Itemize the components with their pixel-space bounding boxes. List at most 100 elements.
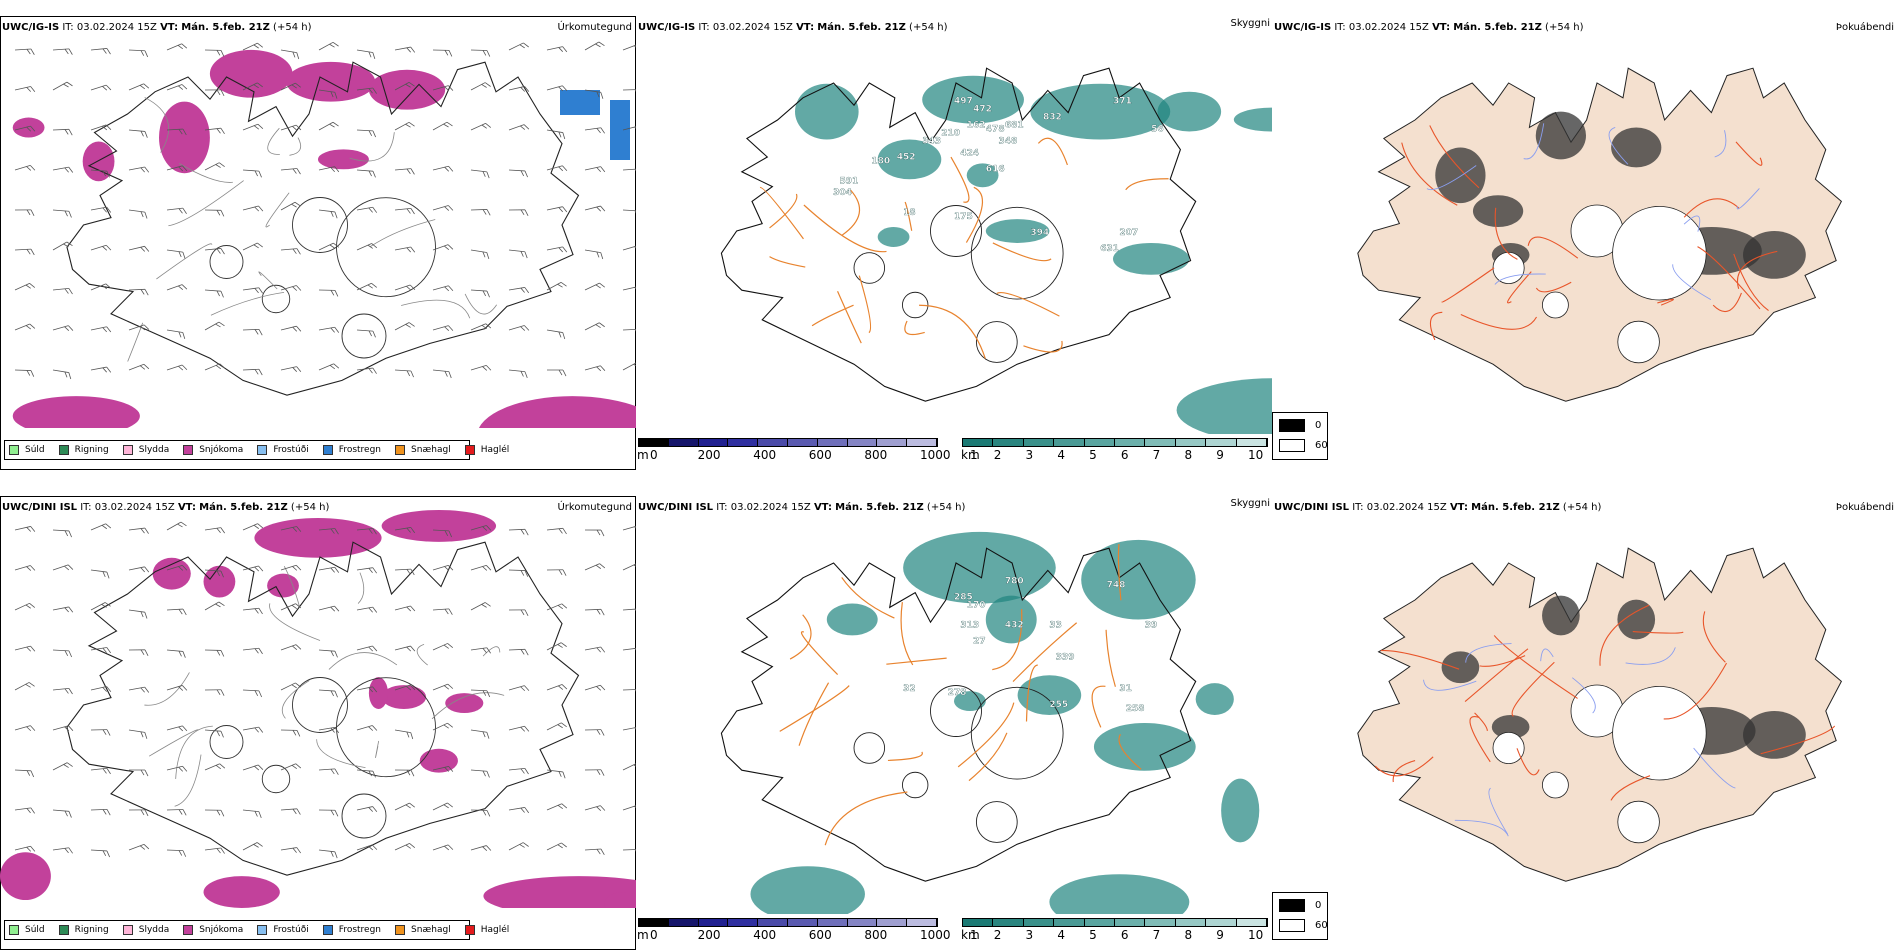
wind-barb: [508, 325, 530, 331]
wind-barb: [508, 725, 530, 732]
glacier-outline: [930, 205, 982, 257]
wind-barb: [242, 647, 263, 655]
road: [281, 680, 310, 719]
legend-item: Haglél: [464, 445, 509, 455]
wind-barb: [280, 729, 301, 737]
low-visibility-area: [877, 139, 942, 180]
wind-barb: [470, 365, 492, 371]
wind-barb: [546, 769, 566, 779]
colorbar-tick: 8: [1184, 448, 1193, 462]
legend-swatch: [9, 445, 19, 455]
wind-barb: [432, 325, 454, 332]
snow-area: [12, 396, 140, 428]
wind-barb: [318, 41, 339, 51]
road: [1599, 604, 1650, 666]
snow-area: [318, 149, 369, 170]
wind-barb: [242, 82, 263, 91]
visibility_bar-bar: [962, 438, 1268, 447]
wind-barb: [90, 849, 110, 858]
wind-barb: [356, 567, 377, 574]
wind-barb: [280, 808, 301, 815]
road: [1025, 664, 1038, 722]
visibility-value: 780: [1005, 577, 1024, 587]
river: [1693, 747, 1736, 789]
wind-barb: [508, 287, 530, 294]
wind-barb: [90, 169, 110, 178]
wind-barb: [14, 725, 36, 732]
colorbar-tick: 1: [970, 448, 978, 462]
wind-barb: [470, 602, 491, 611]
river: [1683, 215, 1701, 232]
wind-barb: [166, 128, 187, 136]
legend-item: Súld: [9, 445, 45, 455]
legend-label: Snjókoma: [199, 925, 244, 935]
wind-barb: [622, 804, 636, 811]
wind-barb: [280, 366, 302, 373]
wind-barb: [128, 609, 148, 619]
visibility-value: 170: [967, 601, 986, 611]
wind-barb: [508, 807, 530, 814]
wind-barb: [14, 323, 36, 331]
header-lead: (+54 h): [1545, 22, 1584, 33]
fog-legend-swatch: [1279, 899, 1305, 912]
wind-barb: [52, 809, 72, 818]
wind-barb: [432, 844, 454, 851]
wind-barb: [584, 249, 604, 260]
wind-barb: [546, 603, 568, 611]
wind-barb: [166, 249, 186, 259]
glacier-outline: [930, 685, 982, 737]
wind-barb: [280, 248, 301, 255]
header-lead: (+54 h): [1562, 502, 1602, 513]
wind-barb: [204, 809, 225, 817]
legend-swatch: [58, 445, 69, 455]
colorbar-tick: 800: [864, 448, 888, 462]
colorbar-tick: 600: [808, 928, 832, 942]
visibility-panel-row2: UWC/DINI ISL IT: 03.02.2024 15Z VT: Mán.…: [636, 480, 1272, 950]
panel-header: UWC/IG-IS IT: 03.02.2024 15Z VT: Mán. 5.…: [638, 22, 947, 34]
wind-barb: [394, 207, 415, 215]
river: [1540, 648, 1554, 662]
wind-barb: [166, 649, 186, 658]
wind-barb: [90, 206, 112, 213]
road: [1460, 314, 1538, 330]
wind-barb: [242, 689, 263, 698]
wind-barb: [622, 562, 636, 571]
road: [168, 180, 244, 227]
road: [1610, 775, 1651, 801]
wind-barb: [584, 89, 604, 99]
wind-barb: [622, 848, 636, 855]
wind-barb: [546, 803, 568, 811]
road: [1516, 748, 1540, 776]
wind-barb: [52, 847, 73, 854]
header-vt-value: Mán. 5.feb. 21Z: [817, 22, 906, 33]
wind-barb: [204, 289, 224, 298]
visibility-colorbars: m 0 200 400 600 800 1000 km 1 2 3 4 5 6 7 8 9 10: [636, 438, 1272, 468]
road: [968, 732, 1008, 782]
wind-barb: [470, 689, 491, 698]
snow-area: [445, 693, 484, 713]
wind-barb: [394, 246, 416, 253]
visibility-value: 27: [973, 636, 986, 646]
low-visibility-area: [1157, 91, 1222, 132]
wind-barb: [90, 523, 112, 531]
precip-title: Úrkomutegund: [557, 502, 632, 513]
visibility-value: 18: [903, 208, 916, 218]
snow-area: [12, 117, 45, 138]
road: [769, 256, 806, 268]
wind-barb: [52, 649, 73, 658]
snow-area: [368, 69, 446, 110]
wind-barb: [508, 86, 530, 92]
road: [258, 271, 278, 290]
wind-barb: [242, 842, 263, 851]
wind-barb: [14, 565, 36, 571]
colorbar-tick: 0: [650, 448, 658, 462]
wind-barb: [204, 729, 224, 738]
wind-barb: [394, 769, 415, 777]
road: [1657, 298, 1674, 306]
wind-barb: [318, 528, 339, 535]
wind-barb: [356, 243, 378, 251]
header-model: UWC/DINI ISL: [2, 502, 78, 513]
visibility-value: 175: [954, 212, 973, 222]
visibility-value: 180: [871, 156, 890, 166]
snow-area: [368, 677, 388, 709]
